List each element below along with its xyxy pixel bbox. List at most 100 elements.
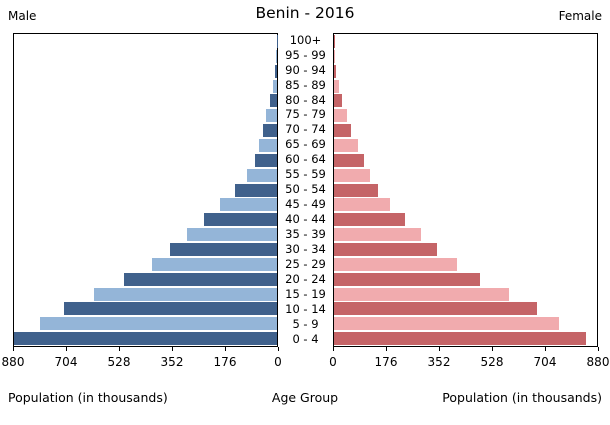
tick-mark — [12, 347, 14, 351]
female-bar-50-54 — [334, 183, 379, 197]
age-group-label: 15 - 19 — [285, 286, 326, 301]
age-group-labels: 100+ 95 - 99 90 - 94 85 - 89 80 - 84 75 - 79 7… — [278, 33, 333, 347]
male-bar-row — [14, 183, 277, 198]
male-x-axis-ticks: 880 704 528 352 176 0 — [2, 347, 282, 375]
center-axis-caption: Age Group — [271, 390, 339, 405]
male-bar-15-19 — [93, 287, 277, 301]
age-group-label: 35 - 39 — [285, 227, 326, 242]
female-bar-row — [334, 49, 597, 64]
female-axis-title: Female — [558, 9, 602, 23]
female-x-axis-ticks: 0 176 352 528 704 880 — [329, 347, 609, 375]
female-bar-0-4 — [334, 332, 586, 346]
female-bar-5-9 — [334, 317, 560, 331]
tick-mark — [385, 347, 387, 351]
tick-label: 176 — [213, 355, 237, 369]
male-bar-row — [14, 108, 277, 123]
male-bar-80-84 — [269, 94, 277, 108]
male-bar-row — [14, 301, 277, 316]
male-bar-row — [14, 93, 277, 108]
male-bar-row — [14, 316, 277, 331]
female-bar-10-14 — [334, 302, 538, 316]
male-bar-0-4 — [14, 332, 277, 346]
female-bar-85-89 — [334, 79, 339, 93]
tick-label: 0 — [329, 355, 337, 369]
male-bar-row — [14, 331, 277, 346]
female-bar-row — [334, 272, 597, 287]
female-bar-row — [334, 153, 597, 168]
male-bar-70-74 — [262, 124, 277, 138]
male-bar-55-59 — [246, 168, 277, 182]
tick-label: 880 — [586, 355, 610, 369]
female-bar-row — [334, 123, 597, 138]
age-group-label: 40 - 44 — [285, 212, 326, 227]
left-x-axis-caption: Population (in thousands) — [8, 390, 168, 405]
male-bar-5-9 — [40, 317, 277, 331]
age-group-label: 45 - 49 — [285, 197, 326, 212]
age-group-label: 95 - 99 — [285, 47, 326, 62]
female-bar-45-49 — [334, 198, 390, 212]
female-bar-row — [334, 93, 597, 108]
female-bar-15-19 — [334, 287, 510, 301]
male-bar-40-44 — [204, 213, 277, 227]
tick-label: 704 — [533, 355, 557, 369]
female-bar-row — [334, 64, 597, 79]
tick-label: 352 — [160, 355, 184, 369]
age-group-label: 50 - 54 — [285, 182, 326, 197]
age-group-label: 55 - 59 — [285, 167, 326, 182]
age-group-label: 80 - 84 — [285, 92, 326, 107]
female-bar-70-74 — [334, 124, 352, 138]
age-group-label: 0 - 4 — [292, 331, 319, 346]
male-bar-75-79 — [265, 109, 277, 123]
female-bar-35-39 — [334, 228, 421, 242]
male-bar-60-64 — [254, 153, 277, 167]
tick-mark — [544, 347, 546, 351]
female-bar-row — [334, 257, 597, 272]
female-bar-row — [334, 183, 597, 198]
tick-mark — [597, 347, 599, 351]
male-bar-row — [14, 242, 277, 257]
female-bar-40-44 — [334, 213, 406, 227]
male-bar-65-69 — [259, 138, 277, 152]
male-bar-35-39 — [187, 228, 277, 242]
male-bar-row — [14, 197, 277, 212]
female-bar-65-69 — [334, 138, 358, 152]
female-bar-20-24 — [334, 272, 480, 286]
male-bar-10-14 — [64, 302, 277, 316]
tick-label: 704 — [54, 355, 78, 369]
male-plot-area — [13, 33, 278, 347]
female-bar-90-94 — [334, 64, 337, 78]
female-bar-row — [334, 316, 597, 331]
male-axis-title: Male — [8, 9, 37, 23]
age-group-label: 90 - 94 — [285, 62, 326, 77]
female-bar-75-79 — [334, 109, 347, 123]
age-group-label: 85 - 89 — [285, 77, 326, 92]
age-group-label: 70 - 74 — [285, 122, 326, 137]
male-bar-row — [14, 34, 277, 49]
male-bar-50-54 — [235, 183, 277, 197]
tick-mark — [277, 347, 279, 351]
chart-title: Benin - 2016 — [255, 4, 355, 22]
female-bar-95-99 — [334, 49, 336, 63]
tick-mark — [65, 347, 67, 351]
age-group-label: 30 - 34 — [285, 242, 326, 257]
male-bar-row — [14, 212, 277, 227]
tick-label: 528 — [107, 355, 131, 369]
male-bar-row — [14, 272, 277, 287]
male-bar-row — [14, 64, 277, 79]
male-bar-row — [14, 168, 277, 183]
tick-mark — [491, 347, 493, 351]
tick-label: 880 — [1, 355, 25, 369]
male-bar-row — [14, 153, 277, 168]
age-group-label: 5 - 9 — [292, 316, 319, 331]
age-group-label: 10 - 14 — [285, 301, 326, 316]
female-bar-row — [334, 212, 597, 227]
male-bar-85-89 — [273, 79, 277, 93]
right-x-axis-caption: Population (in thousands) — [442, 390, 602, 405]
male-bar-20-24 — [123, 272, 277, 286]
tick-mark — [438, 347, 440, 351]
age-group-label: 60 - 64 — [285, 152, 326, 167]
age-group-label: 65 - 69 — [285, 137, 326, 152]
male-bar-25-29 — [152, 257, 277, 271]
male-bar-row — [14, 227, 277, 242]
